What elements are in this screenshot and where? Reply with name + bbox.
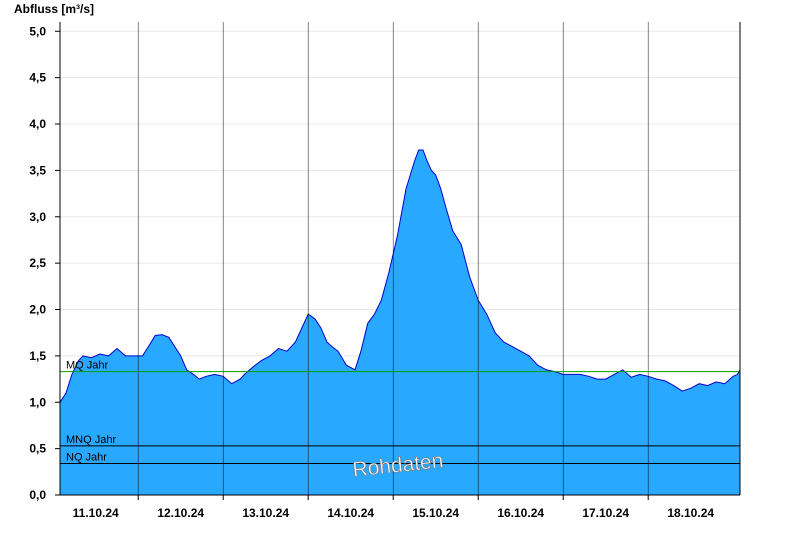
x-tick-label: 13.10.24: [242, 506, 289, 520]
rohdaten-watermark: Rohdaten: [351, 449, 444, 481]
y-tick-label: 5,0: [29, 24, 46, 38]
x-tick-labels: 11.10.24 12.10.24 13.10.24 14.10.24 15.10.24…: [73, 506, 715, 520]
y-tick-label: 0,0: [29, 488, 46, 502]
discharge-area-fill: [60, 150, 740, 495]
y-tick-labels: 0,0 0,5 1,0 1,5 2,0 2,5 3,0 3,5 4,0 4,5 5,0: [29, 24, 46, 502]
reference-lines: MQ Jahr MNQ Jahr NQ Jahr: [60, 360, 740, 464]
axes: [55, 22, 741, 500]
y-axis-label: Abfluss [m³/s]: [14, 2, 94, 16]
y-tick-label: 1,5: [29, 349, 46, 363]
day-boundary-lines: [137, 22, 649, 495]
y-tick-label: 4,0: [29, 117, 46, 131]
x-tick-label: 14.10.24: [327, 506, 374, 520]
discharge-area: [59, 149, 741, 495]
y-tick-label: 1,0: [29, 395, 46, 409]
x-tick-label: 16.10.24: [497, 506, 544, 520]
reference-line-label: MNQ Jahr: [66, 434, 116, 446]
reference-line-label: NQ Jahr: [66, 451, 107, 463]
y-tick-label: 3,0: [29, 210, 46, 224]
x-tick-label: 11.10.24: [73, 506, 119, 520]
x-tick-label: 15.10.24: [412, 506, 459, 520]
x-tick-label: 12.10.24: [157, 506, 204, 520]
y-tick-label: 0,5: [29, 442, 46, 456]
x-tick-label: 18.10.24: [667, 506, 714, 520]
y-tick-label: 4,5: [29, 71, 46, 85]
y-tick-label: 3,5: [29, 163, 46, 177]
x-tick-label: 17.10.24: [582, 506, 629, 520]
y-tick-label: 2,0: [29, 303, 46, 317]
reference-line-label: MQ Jahr: [66, 360, 109, 372]
y-tick-label: 2,5: [29, 256, 46, 270]
